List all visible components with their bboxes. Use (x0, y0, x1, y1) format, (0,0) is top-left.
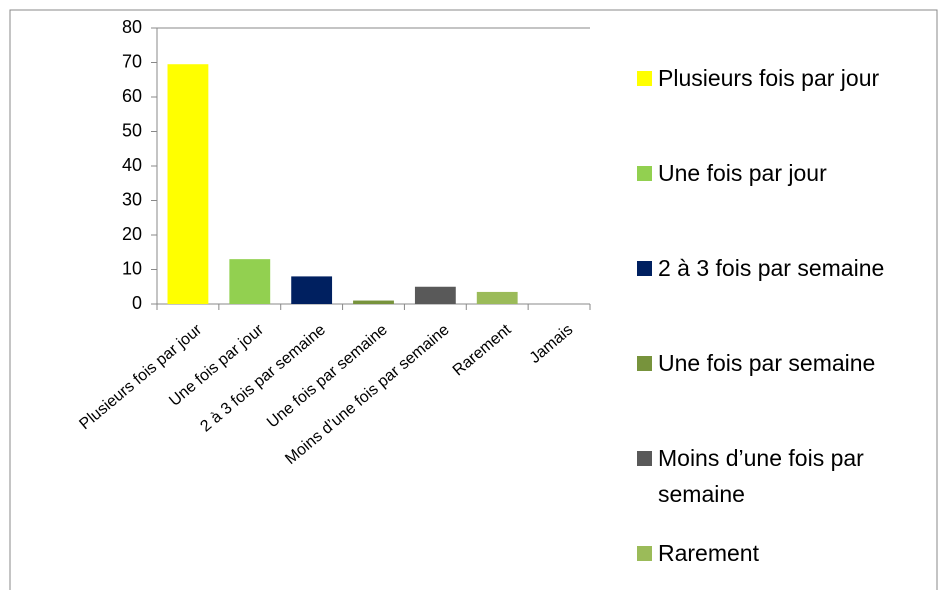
bar (167, 64, 209, 304)
legend-label: 2 à 3 fois par semaine (658, 255, 885, 281)
x-tick-label: Une fois par semaine (264, 321, 391, 431)
x-tick-label: Rarement (450, 321, 515, 380)
y-tick-label: 30 (122, 189, 142, 209)
x-tick-label: Plusieurs fois par jour (76, 321, 205, 433)
legend-swatch (637, 356, 652, 371)
legend-swatch (637, 546, 652, 561)
legend-swatch (637, 166, 652, 181)
bar (291, 276, 333, 304)
legend-label: Plusieurs fois par jour (658, 65, 880, 91)
y-tick-label: 60 (122, 86, 142, 106)
y-tick-label: 10 (122, 258, 142, 278)
bar (353, 300, 394, 304)
legend-swatch (637, 451, 652, 466)
legend-swatch (637, 71, 652, 86)
bar (414, 286, 456, 304)
legend-label: Rarement (658, 540, 759, 566)
y-tick-label: 70 (122, 51, 142, 71)
x-tick-label: Jamais (527, 321, 577, 367)
y-tick-label: 40 (122, 155, 142, 175)
bar (476, 291, 518, 304)
legend-label: Une fois par jour (658, 160, 827, 186)
y-tick-label: 50 (122, 120, 142, 140)
y-tick-label: 80 (122, 17, 142, 37)
legend-label: Une fois par semaine (658, 350, 876, 376)
bar (229, 259, 271, 304)
y-tick-label: 20 (122, 224, 142, 244)
y-tick-label: 0 (132, 293, 142, 313)
frame (9, 9, 938, 590)
legend-swatch (637, 261, 652, 276)
legend-label: Moins d’une fois par semaine (658, 445, 864, 507)
